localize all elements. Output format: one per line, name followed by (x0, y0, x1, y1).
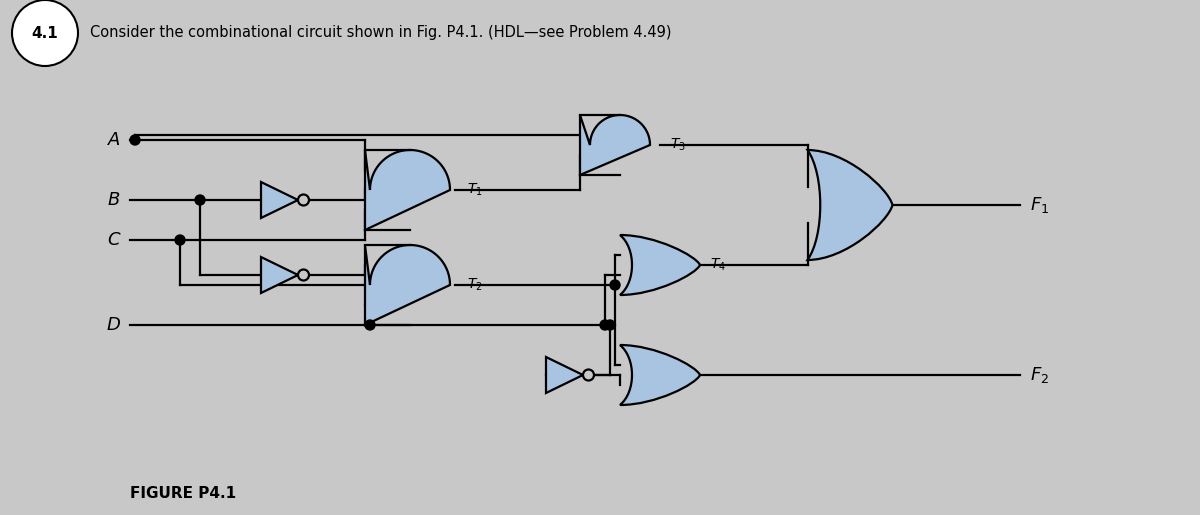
Circle shape (298, 195, 310, 205)
Text: $F_2$: $F_2$ (1030, 365, 1049, 385)
Text: A: A (108, 131, 120, 149)
Text: FIGURE P4.1: FIGURE P4.1 (130, 486, 236, 501)
Polygon shape (580, 115, 650, 175)
Circle shape (12, 0, 78, 66)
Text: D: D (106, 316, 120, 334)
PathPatch shape (620, 235, 700, 295)
Circle shape (610, 280, 620, 290)
Text: 4.1: 4.1 (31, 26, 59, 41)
Circle shape (583, 369, 594, 381)
PathPatch shape (620, 345, 700, 405)
Text: $T_4$: $T_4$ (710, 257, 726, 273)
Circle shape (130, 135, 140, 145)
Circle shape (298, 269, 310, 281)
Circle shape (605, 320, 616, 330)
Text: C: C (107, 231, 120, 249)
Polygon shape (365, 245, 450, 325)
Text: $T_2$: $T_2$ (467, 277, 482, 293)
Circle shape (175, 235, 185, 245)
Circle shape (196, 195, 205, 205)
Polygon shape (262, 182, 298, 218)
Text: $T_1$: $T_1$ (467, 182, 482, 198)
Text: $F_1$: $F_1$ (1030, 195, 1049, 215)
Text: B: B (108, 191, 120, 209)
Text: Consider the combinational circuit shown in Fig. P4.1. (HDL—see Problem 4.49): Consider the combinational circuit shown… (90, 26, 672, 41)
PathPatch shape (808, 150, 893, 260)
Circle shape (365, 320, 374, 330)
Circle shape (600, 320, 610, 330)
Polygon shape (365, 150, 450, 230)
Polygon shape (262, 257, 298, 293)
Text: $T_3$: $T_3$ (670, 137, 686, 153)
Polygon shape (546, 357, 583, 393)
